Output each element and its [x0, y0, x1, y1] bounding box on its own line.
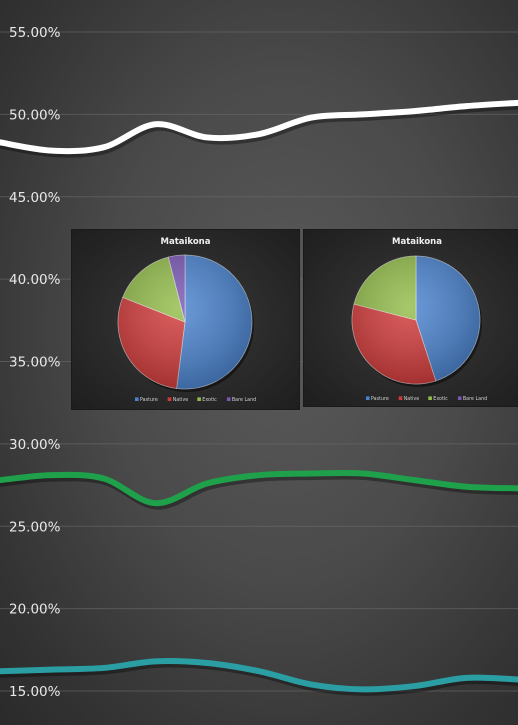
legend-label: Native — [173, 397, 189, 403]
pie-legend: Pasture Native Exotic Bare Land — [135, 397, 256, 403]
legend-label: Native — [404, 396, 420, 402]
y-tick-label: 45.00% — [9, 190, 61, 206]
y-axis-ticks: 55.00% 50.00% 45.00% 40.00% 35.00% 30.00% 25.0… — [9, 25, 61, 700]
y-tick-label: 25.00% — [9, 519, 61, 535]
legend-swatch — [398, 396, 403, 400]
y-tick-label: 35.00% — [9, 355, 61, 371]
pie-legend: Pasture Native Exotic Bare Land — [366, 396, 487, 402]
pie-gloss — [352, 256, 480, 384]
series-line-shadow — [0, 471, 518, 510]
series-lines — [0, 99, 518, 696]
legend-swatch — [167, 397, 172, 401]
series-line-green — [0, 469, 518, 507]
series-line-shadow — [0, 101, 518, 158]
pie-slices — [117, 254, 254, 392]
pie-chart-svg: Mataikona Pasture Native Exotic Bare Land — [117, 237, 256, 403]
pie-chart-svg: Mataikona Pasture Native Exotic Bare Land — [351, 237, 487, 402]
y-tick-label: 50.00% — [9, 107, 61, 123]
y-tick-label: 40.00% — [9, 272, 61, 288]
pie-gloss — [118, 255, 252, 389]
legend-swatch — [366, 396, 370, 400]
pie-chart-inset-left: Mataikona Pasture Native Exotic Bare Land — [71, 229, 300, 410]
legend-label: Bare Land — [463, 396, 487, 402]
legend-label: Exotic — [433, 396, 448, 402]
pie-slices — [351, 255, 482, 387]
pie-title: Mataikona — [161, 237, 211, 247]
series-line-teal — [0, 658, 518, 693]
legend-swatch — [226, 397, 231, 401]
legend-swatch — [135, 397, 139, 401]
legend-label: Pasture — [140, 397, 158, 403]
y-tick-label: 15.00% — [9, 684, 61, 700]
legend-swatch — [197, 397, 201, 401]
legend-label: Exotic — [202, 397, 217, 403]
y-tick-label: 30.00% — [9, 437, 61, 453]
y-tick-label: 20.00% — [9, 602, 61, 618]
legend-label: Bare Land — [232, 397, 256, 403]
legend-swatch — [428, 396, 432, 400]
legend-swatch — [457, 396, 462, 400]
series-line-white — [0, 99, 518, 155]
pie-title: Mataikona — [392, 237, 442, 247]
y-tick-label: 55.00% — [9, 25, 61, 41]
pie-chart-inset-right: Mataikona Pasture Native Exotic Bare Land — [303, 229, 518, 407]
legend-label: Pasture — [371, 396, 389, 402]
